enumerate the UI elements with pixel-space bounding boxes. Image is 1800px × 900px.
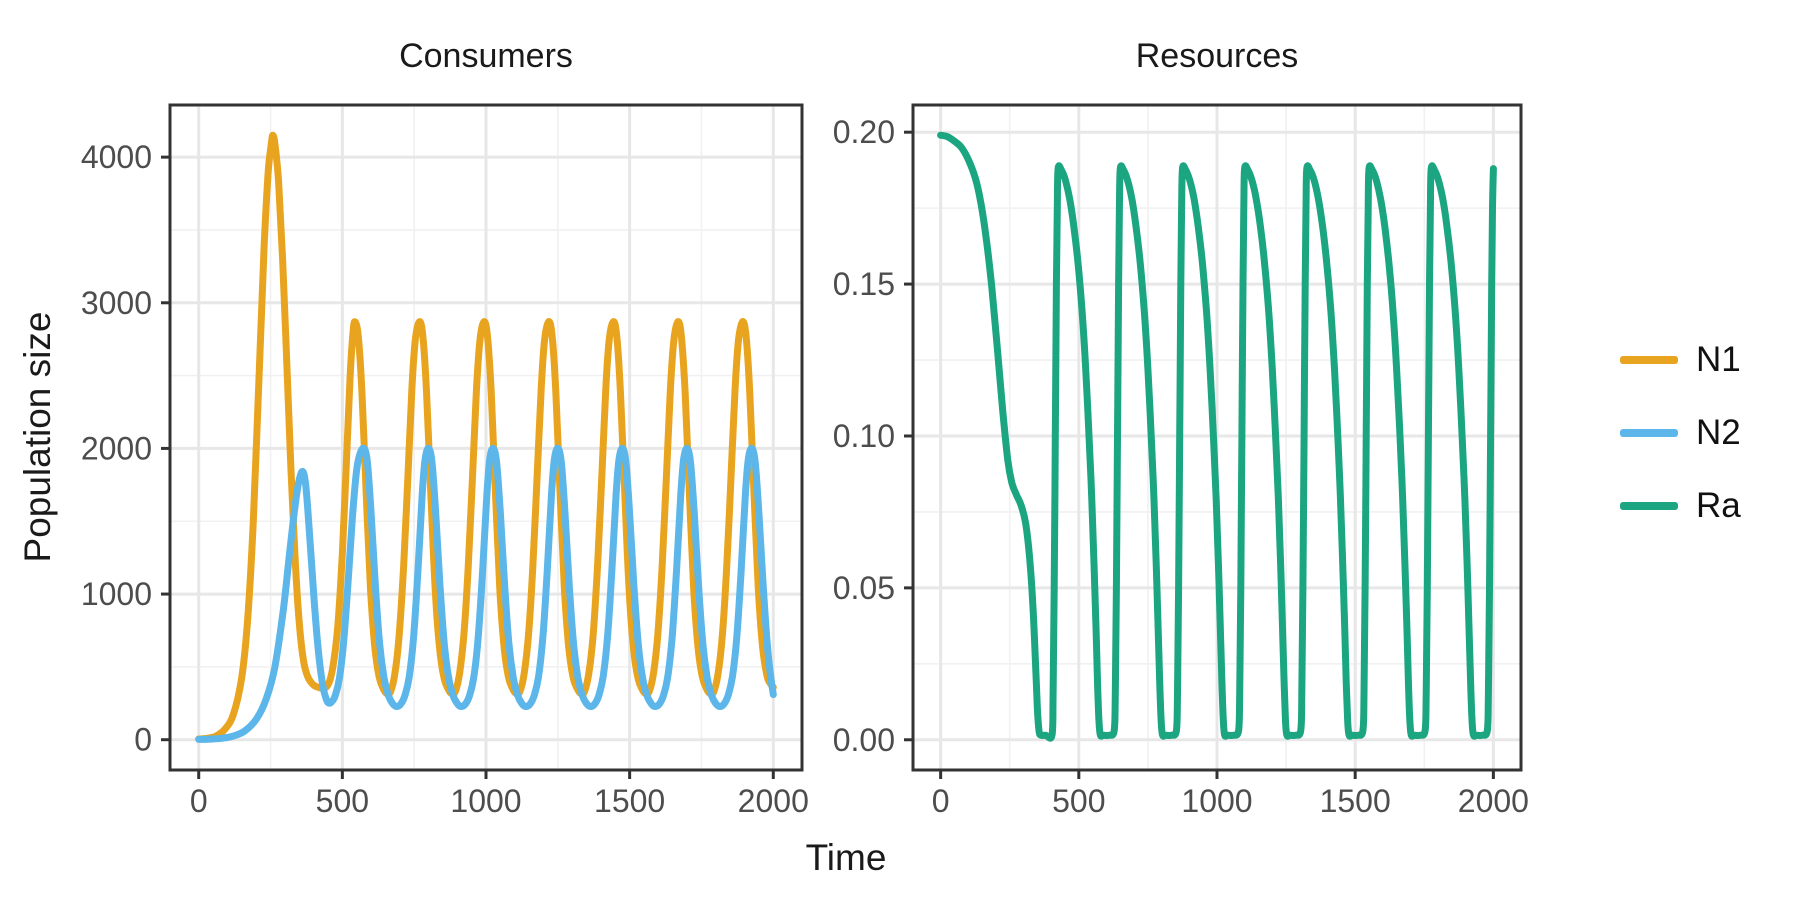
axis-tick-label: 4000: [81, 139, 152, 175]
axis-tick-label: 0.00: [833, 722, 895, 758]
panel-title-resources: Resources: [1135, 37, 1299, 75]
axis-tick-label: 0.15: [833, 266, 895, 302]
axis-tick-label: 0.10: [833, 418, 895, 454]
axis-tick-label: 0: [134, 722, 152, 758]
legend-key-line-n2-icon: [1620, 429, 1678, 437]
axis-tick-label: 1500: [594, 783, 665, 819]
legend-label-ra: Ra: [1696, 486, 1741, 525]
axis-tick-label: 2000: [1458, 783, 1529, 819]
panel-title-consumers: Consumers: [399, 37, 573, 75]
y-axis-title: Population size: [17, 311, 58, 563]
series-group: [937, 131, 1497, 742]
panel-resources: 0 500 1000 1500 2000 0.00 0.05 0.10 0.15 0.20: [833, 103, 1529, 819]
legend-key-line-ra-icon: [1620, 502, 1678, 510]
panel-consumers: 0 500 1000 1500 2000 0 1000 2000 3000 4000: [81, 103, 809, 819]
axis-tick-label: 0.05: [833, 570, 895, 606]
axis-tick-label: 500: [1052, 783, 1105, 819]
axis-tick-label: 0: [190, 783, 208, 819]
legend-item-ra: Ra: [1620, 486, 1741, 526]
axis-tick-label: 500: [316, 783, 369, 819]
axis-tick-label: 1000: [81, 576, 152, 612]
legend-label-n1: N1: [1696, 340, 1741, 379]
axis-tick-label: 2000: [738, 783, 809, 819]
legend-label-n2: N2: [1696, 413, 1741, 452]
series-line-N1: [195, 131, 777, 743]
series-line-N2: [195, 444, 777, 743]
axis-tick-label: 2000: [81, 430, 152, 466]
x-axis-title: Time: [805, 837, 887, 878]
axis-tick-label: 3000: [81, 285, 152, 321]
axis-tick-label: 0: [932, 783, 950, 819]
series-line-Ra: [937, 131, 1497, 742]
axis-tick-label: 1000: [1181, 783, 1252, 819]
axis-tick-label: 1000: [450, 783, 521, 819]
series-group: [195, 131, 777, 743]
legend-item-n2: N2: [1620, 413, 1741, 453]
axis-tick-label: 1500: [1320, 783, 1391, 819]
legend-key-line-n1-icon: [1620, 356, 1678, 364]
legend-item-n1: N1: [1620, 340, 1741, 380]
axis-tick-label: 0.20: [833, 114, 895, 150]
